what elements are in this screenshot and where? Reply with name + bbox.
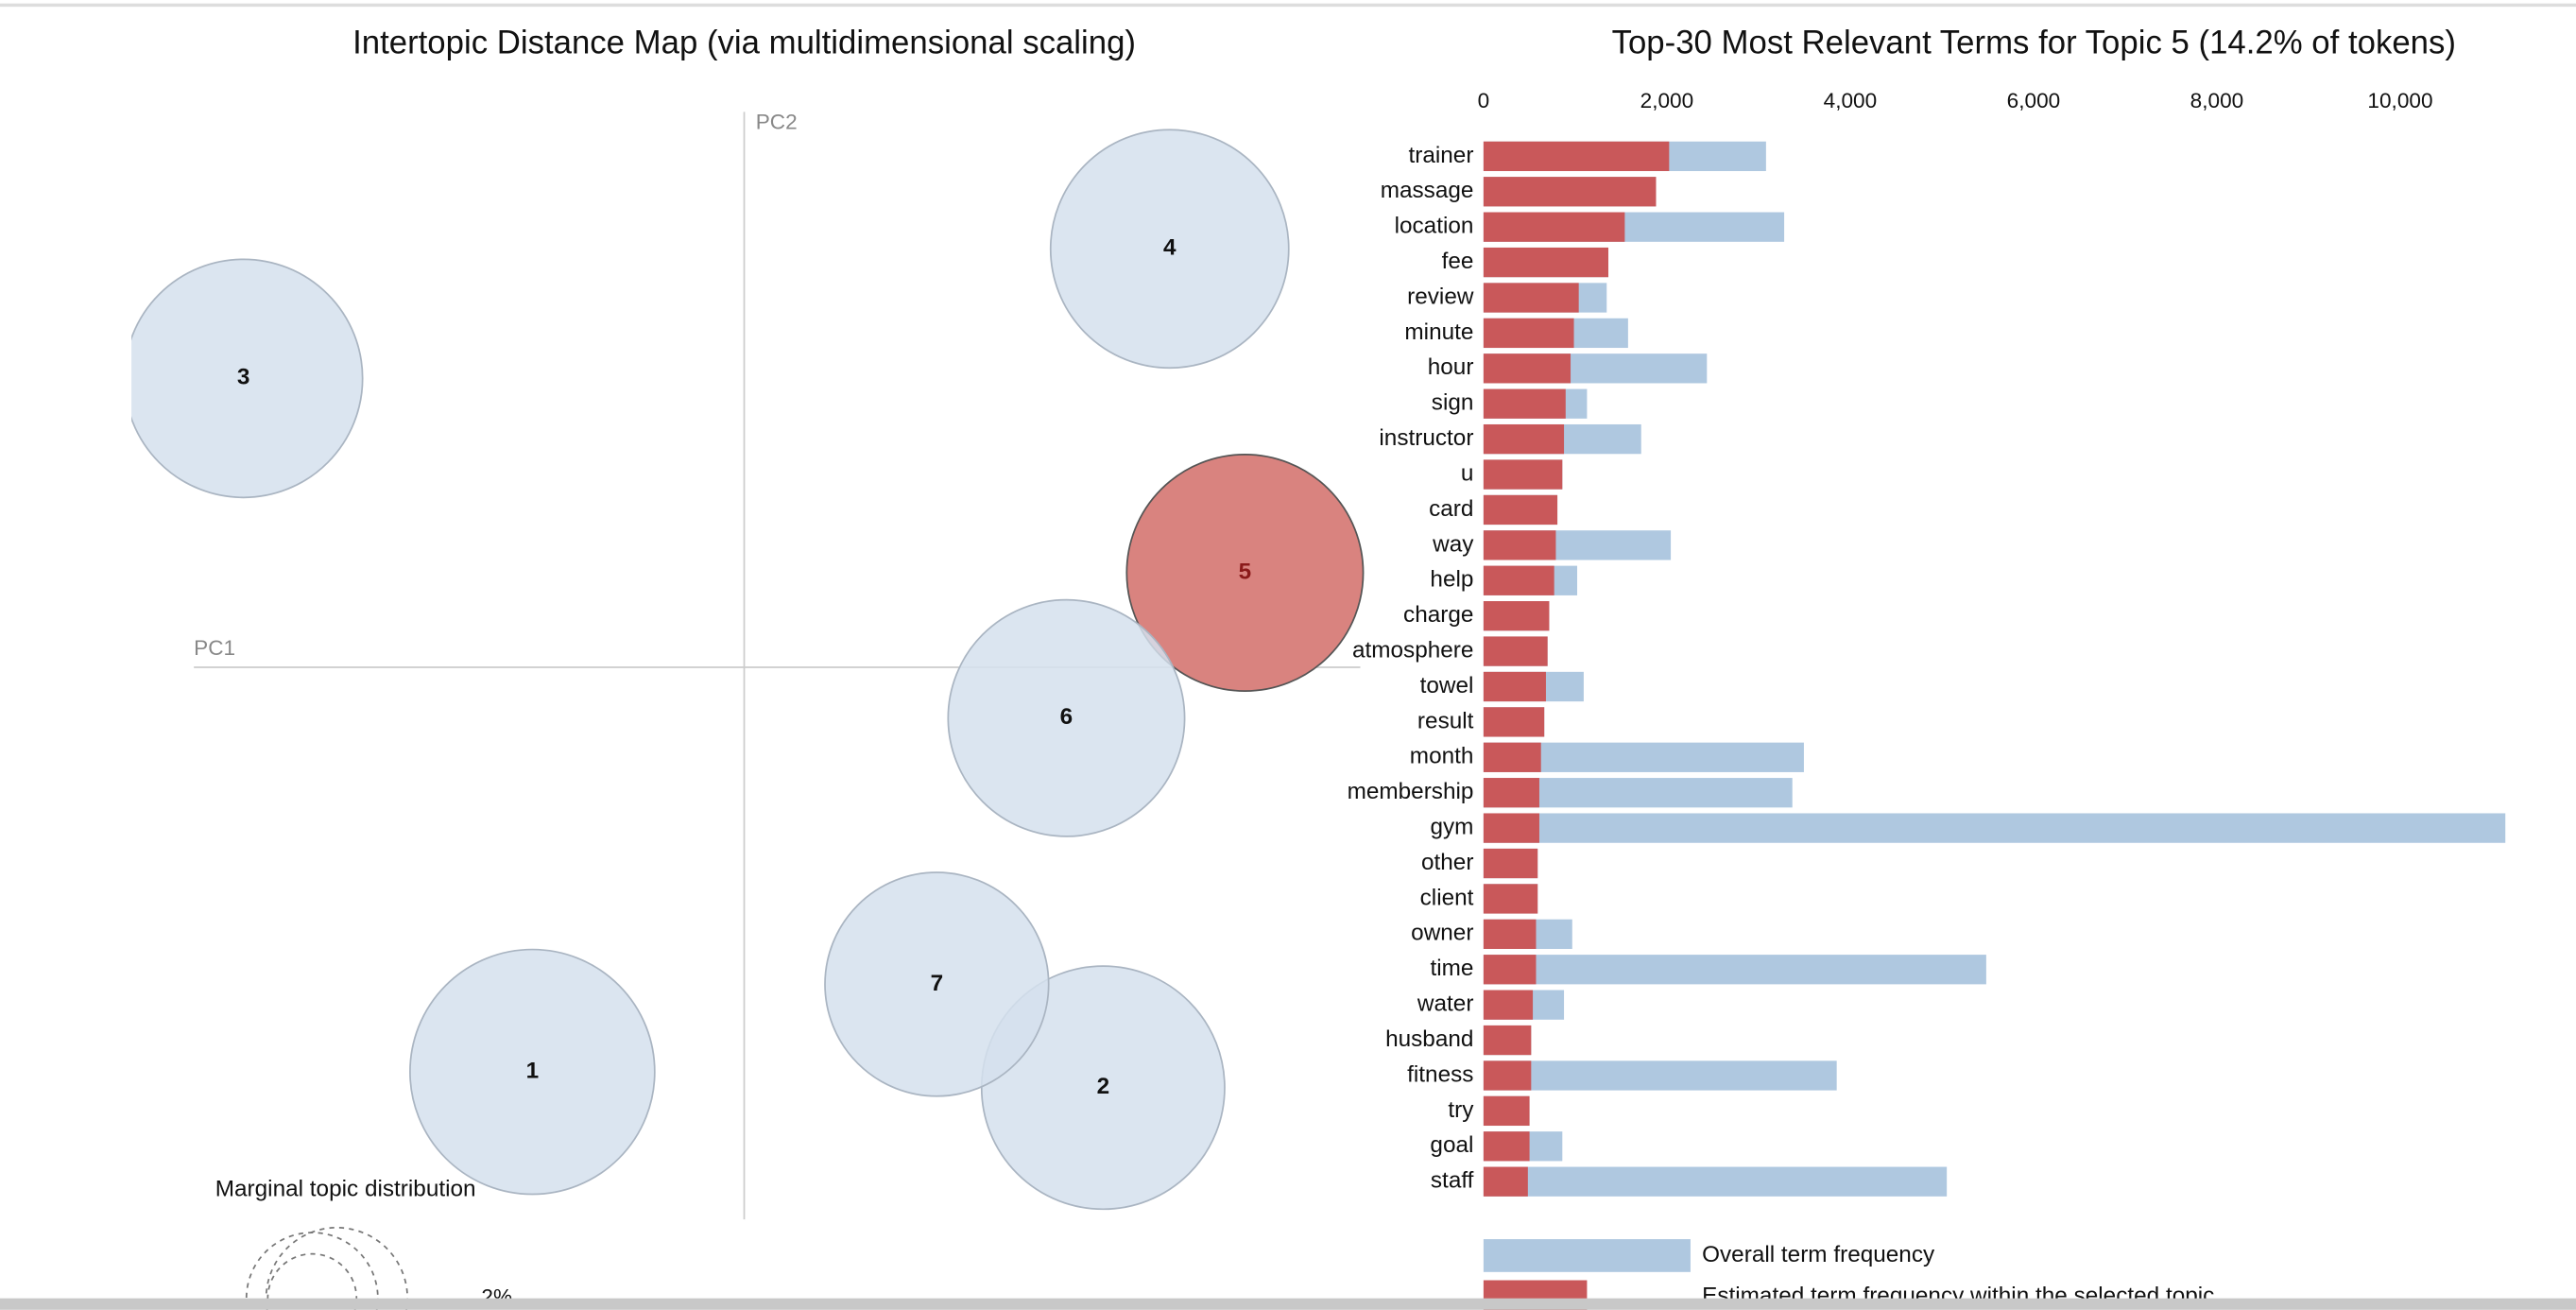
term-label: towel — [1420, 673, 1474, 698]
term-label: time — [1430, 956, 1473, 981]
x-tick-label: 2,000 — [1640, 89, 1694, 112]
x-tick-label: 8,000 — [2190, 89, 2244, 112]
term-bar — [1483, 990, 1534, 1020]
term-bar — [1483, 813, 1539, 843]
term-bar — [1483, 742, 1541, 772]
bar-layer: 0 2,000 4,000 6,000 8,000 10,000 trainer massag… — [1348, 89, 2506, 1310]
term-bar — [1483, 1060, 1837, 1091]
x-axis-label: PC1 — [194, 636, 235, 660]
term-bar — [1483, 601, 1550, 631]
term-label: hour — [1428, 354, 1474, 380]
term-label: staff — [1431, 1168, 1474, 1194]
term-bar — [1483, 141, 1670, 172]
term-label: gym — [1430, 815, 1473, 840]
term-bar — [1483, 423, 1565, 455]
topic-bubble — [1049, 129, 1290, 370]
term-label: help — [1430, 567, 1473, 593]
x-tick-label: 10,000 — [2367, 89, 2432, 112]
map-title: Intertopic Distance Map (via multidimens… — [352, 25, 1136, 60]
topic-label: 5 — [1239, 559, 1252, 584]
term-bar — [1483, 494, 1558, 526]
x-tick-label: 6,000 — [2007, 89, 2061, 112]
topic-label: 1 — [526, 1058, 540, 1083]
term-bar — [1483, 1095, 1530, 1127]
term-label: trainer — [1408, 143, 1473, 168]
term-bar — [1483, 353, 1571, 384]
size-legend-circle — [265, 1227, 408, 1310]
term-label: massage — [1381, 178, 1474, 203]
term-label: result — [1417, 708, 1474, 733]
term-bar — [1483, 283, 1579, 313]
legend-label: Overall term frequency — [1702, 1242, 1935, 1267]
topic-bubble — [1125, 453, 1365, 692]
term-label: way — [1432, 531, 1474, 557]
term-label: membership — [1348, 779, 1474, 804]
size-legend-tick-circle — [266, 1252, 358, 1310]
term-bar — [1483, 778, 1539, 808]
term-bar — [1483, 884, 1538, 914]
term-bar — [1483, 247, 1609, 278]
bar-title: Top-30 Most Relevant Terms for Topic 5 (… — [1612, 25, 2456, 60]
term-label: location — [1395, 214, 1474, 239]
bubble-layer: 1 2 3 4 5 6 7 — [131, 129, 1365, 1211]
term-bar — [1483, 848, 1538, 879]
term-label: try — [1448, 1097, 1474, 1123]
topic-bubble — [409, 948, 656, 1196]
term-label: sign — [1432, 390, 1474, 416]
term-bar — [1483, 636, 1548, 666]
term-label: other — [1421, 850, 1473, 875]
topic-label: 6 — [1060, 704, 1073, 730]
term-bar — [1483, 459, 1563, 490]
term-label: goal — [1430, 1132, 1473, 1158]
term-bar — [1483, 955, 1986, 985]
term-label: owner — [1411, 921, 1473, 946]
x-tick-label: 4,000 — [1824, 89, 1878, 112]
term-label: card — [1429, 496, 1473, 522]
term-bar — [1483, 671, 1546, 702]
x-tick-label: 0 — [1478, 89, 1490, 112]
term-label: charge — [1403, 602, 1473, 628]
topic-label: 4 — [1163, 235, 1176, 261]
term-label: atmosphere — [1352, 637, 1473, 663]
topic-bubble — [131, 258, 364, 499]
term-bar — [1483, 1131, 1530, 1162]
bottom-bar — [0, 1298, 2576, 1310]
term-label: month — [1410, 744, 1474, 769]
term-bar — [1483, 177, 1657, 207]
term-bar — [1483, 212, 1625, 242]
topic-bubble — [947, 598, 1186, 837]
y-axis-label: PC2 — [756, 111, 798, 134]
term-bar — [1483, 530, 1556, 560]
term-label: fee — [1442, 249, 1474, 274]
term-label: water — [1417, 991, 1474, 1017]
topic-label: 2 — [1097, 1074, 1110, 1099]
term-label: fitness — [1407, 1061, 1473, 1087]
topic-bubble — [824, 871, 1050, 1097]
term-label: instructor — [1379, 425, 1473, 451]
term-label: husband — [1385, 1026, 1473, 1052]
top-border — [0, 3, 2576, 8]
term-bar — [1483, 565, 1554, 595]
term-bar — [1483, 1166, 1528, 1197]
legend-swatch — [1483, 1239, 1691, 1272]
topic-label: 3 — [237, 365, 250, 390]
term-label: client — [1420, 885, 1474, 910]
term-bar — [1483, 955, 1537, 985]
term-bar — [1483, 1060, 1532, 1091]
term-label: u — [1461, 460, 1474, 486]
term-bar — [1483, 388, 1566, 419]
term-bar — [1483, 707, 1545, 737]
term-label: minute — [1404, 319, 1473, 345]
term-bar — [1483, 1025, 1532, 1056]
term-bar — [1483, 1166, 1948, 1197]
term-label: review — [1407, 284, 1474, 309]
term-bar — [1483, 318, 1574, 349]
size-legend-title: Marginal topic distribution — [215, 1176, 476, 1201]
term-bar — [1483, 919, 1537, 949]
topic-label: 7 — [931, 971, 944, 996]
term-bar — [1483, 813, 2506, 843]
